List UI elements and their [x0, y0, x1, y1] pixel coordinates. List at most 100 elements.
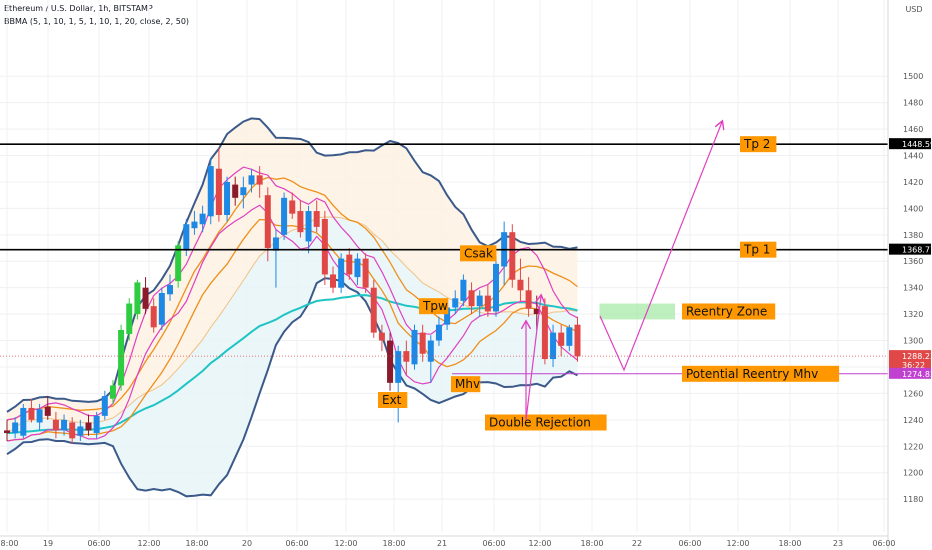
- candle[interactable]: [313, 200, 320, 233]
- candle[interactable]: [101, 390, 108, 420]
- time-tick: 12:00: [137, 539, 160, 548]
- candle[interactable]: [395, 345, 402, 423]
- candle[interactable]: [558, 324, 565, 357]
- candle[interactable]: [427, 335, 434, 383]
- candle[interactable]: [118, 324, 125, 391]
- candle[interactable]: [77, 419, 84, 441]
- candle-body: [256, 175, 263, 185]
- candle[interactable]: [224, 176, 231, 222]
- candle[interactable]: [541, 298, 548, 365]
- candle[interactable]: [12, 417, 19, 439]
- candle-body: [281, 197, 288, 235]
- candle[interactable]: [338, 253, 345, 293]
- candle[interactable]: [150, 298, 157, 333]
- candle[interactable]: [550, 324, 557, 367]
- candle[interactable]: [52, 411, 59, 439]
- price-tick: 1400: [903, 204, 923, 213]
- time-tick: 06:00: [678, 539, 701, 548]
- candle[interactable]: [566, 324, 573, 352]
- candle[interactable]: [232, 176, 239, 206]
- candle[interactable]: [460, 274, 467, 307]
- candle[interactable]: [476, 290, 483, 317]
- candle[interactable]: [126, 298, 133, 341]
- candle-body: [509, 232, 516, 280]
- candle-body: [395, 351, 402, 383]
- price-tick: 1180: [903, 495, 923, 504]
- candle-body: [191, 221, 198, 229]
- price-tick: 1440: [903, 152, 923, 161]
- candle[interactable]: [378, 324, 385, 352]
- candle[interactable]: [20, 403, 27, 439]
- candle[interactable]: [403, 340, 410, 375]
- price-tag: 36:22: [902, 361, 925, 370]
- candle[interactable]: [452, 290, 459, 315]
- time-tick: 06:00: [285, 539, 308, 548]
- candle[interactable]: [215, 147, 222, 222]
- candle[interactable]: [493, 255, 499, 317]
- candle-body: [574, 324, 581, 357]
- candle-body: [313, 211, 320, 227]
- candle[interactable]: [297, 200, 304, 238]
- candle[interactable]: [321, 211, 328, 286]
- price-tick: 1380: [903, 231, 923, 240]
- candle[interactable]: [370, 279, 377, 338]
- candle[interactable]: [256, 166, 263, 198]
- candle-body: [484, 295, 491, 312]
- candle-body: [297, 211, 304, 233]
- candle[interactable]: [36, 403, 43, 431]
- candle[interactable]: [199, 205, 206, 233]
- time-tick: 18:00: [0, 539, 19, 548]
- candle[interactable]: [411, 324, 418, 370]
- candle-body: [550, 332, 557, 360]
- projection-arrow: [599, 122, 722, 372]
- price-tick: 1220: [903, 442, 923, 451]
- candle[interactable]: [167, 274, 173, 301]
- price-tag-bg: [889, 138, 931, 150]
- candle[interactable]: [354, 253, 361, 286]
- candle[interactable]: [69, 417, 76, 444]
- chart-title: Ethereum / U.S. Dollar, 1h, BITSTAMP: [4, 4, 153, 13]
- candle-body: [175, 245, 182, 282]
- candle[interactable]: [525, 277, 532, 317]
- candle[interactable]: [61, 414, 68, 436]
- time-tick: 22: [632, 539, 642, 548]
- candle[interactable]: [574, 316, 581, 362]
- candle-body: [61, 419, 68, 431]
- candle-body: [566, 327, 573, 346]
- candle[interactable]: [468, 282, 475, 315]
- candle[interactable]: [4, 419, 10, 441]
- candle[interactable]: [44, 396, 51, 420]
- candle[interactable]: [346, 248, 353, 280]
- candle[interactable]: [289, 192, 296, 219]
- candle[interactable]: [28, 398, 35, 423]
- candle[interactable]: [272, 229, 279, 288]
- candle[interactable]: [419, 324, 426, 362]
- candle[interactable]: [175, 241, 182, 288]
- candle[interactable]: [207, 158, 214, 225]
- candle[interactable]: [362, 253, 369, 293]
- candle[interactable]: [387, 332, 394, 391]
- candle[interactable]: [191, 211, 198, 235]
- candle[interactable]: [158, 287, 165, 330]
- candle[interactable]: [484, 285, 491, 317]
- candle[interactable]: [305, 205, 312, 254]
- rejection-arrow-2: [525, 296, 541, 421]
- candle[interactable]: [281, 192, 288, 241]
- ext-label: Ext: [382, 393, 402, 407]
- candle[interactable]: [248, 168, 255, 193]
- candle[interactable]: [142, 277, 149, 315]
- ema50-line: [6, 294, 578, 435]
- candle[interactable]: [109, 380, 116, 404]
- candle[interactable]: [435, 316, 442, 346]
- candle-body: [158, 292, 165, 325]
- candle[interactable]: [517, 258, 524, 301]
- candle-body: [370, 287, 377, 333]
- candle[interactable]: [240, 176, 247, 209]
- price-tag-bg: [889, 358, 931, 370]
- candle[interactable]: [330, 266, 336, 293]
- candle[interactable]: [134, 279, 141, 320]
- candle[interactable]: [93, 411, 100, 439]
- candle[interactable]: [509, 224, 516, 288]
- candle[interactable]: [85, 414, 92, 436]
